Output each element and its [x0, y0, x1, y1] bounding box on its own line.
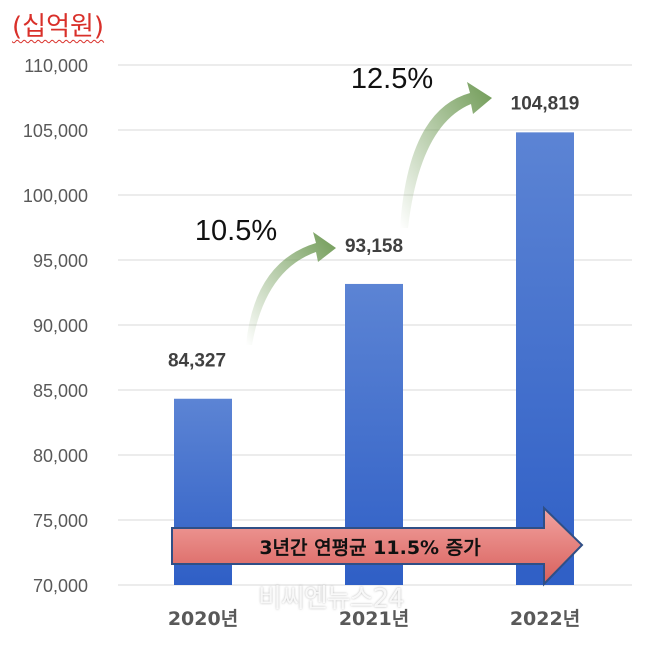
x-tick-label: 2021년	[339, 608, 409, 630]
value-labels: 84,327 93,158 104,819	[168, 93, 579, 371]
summary-arrow-label: 3년간 연평균 11.5% 증가	[259, 537, 481, 559]
bar-value-label: 93,158	[345, 236, 403, 257]
growth-arrow	[400, 82, 492, 228]
bar-value-label: 104,819	[511, 93, 580, 114]
y-tick-label: 90,000	[33, 316, 88, 336]
y-tick-label: 85,000	[33, 381, 88, 401]
y-tick-label: 105,000	[23, 121, 88, 141]
y-tick-label: 75,000	[33, 511, 88, 531]
growth-rate-label: 10.5%	[195, 215, 277, 247]
summary-arrow-shape	[171, 505, 584, 587]
y-axis-tick-labels: 70,000 75,000 80,000 85,000 90,000 95,000 100,…	[23, 56, 88, 596]
y-tick-label: 70,000	[33, 576, 88, 596]
bars	[174, 132, 574, 585]
x-tick-label: 2022년	[510, 608, 580, 630]
x-axis-tick-labels: 2020년 2021년 2022년	[168, 608, 580, 630]
y-tick-label: 80,000	[33, 446, 88, 466]
y-tick-label: 100,000	[23, 186, 88, 206]
growth-arrow	[246, 232, 336, 345]
y-tick-label: 95,000	[33, 251, 88, 271]
growth-rate-label: 12.5%	[351, 63, 433, 95]
growth-arrows: 10.5% 12.5%	[195, 63, 492, 345]
unit-label: (십억원)	[12, 12, 105, 42]
x-tick-label: 2020년	[168, 608, 238, 630]
bar-value-label: 84,327	[168, 351, 226, 372]
y-tick-label: 110,000	[24, 56, 88, 76]
summary-arrow: 3년간 연평균 11.5% 증가	[171, 505, 584, 587]
